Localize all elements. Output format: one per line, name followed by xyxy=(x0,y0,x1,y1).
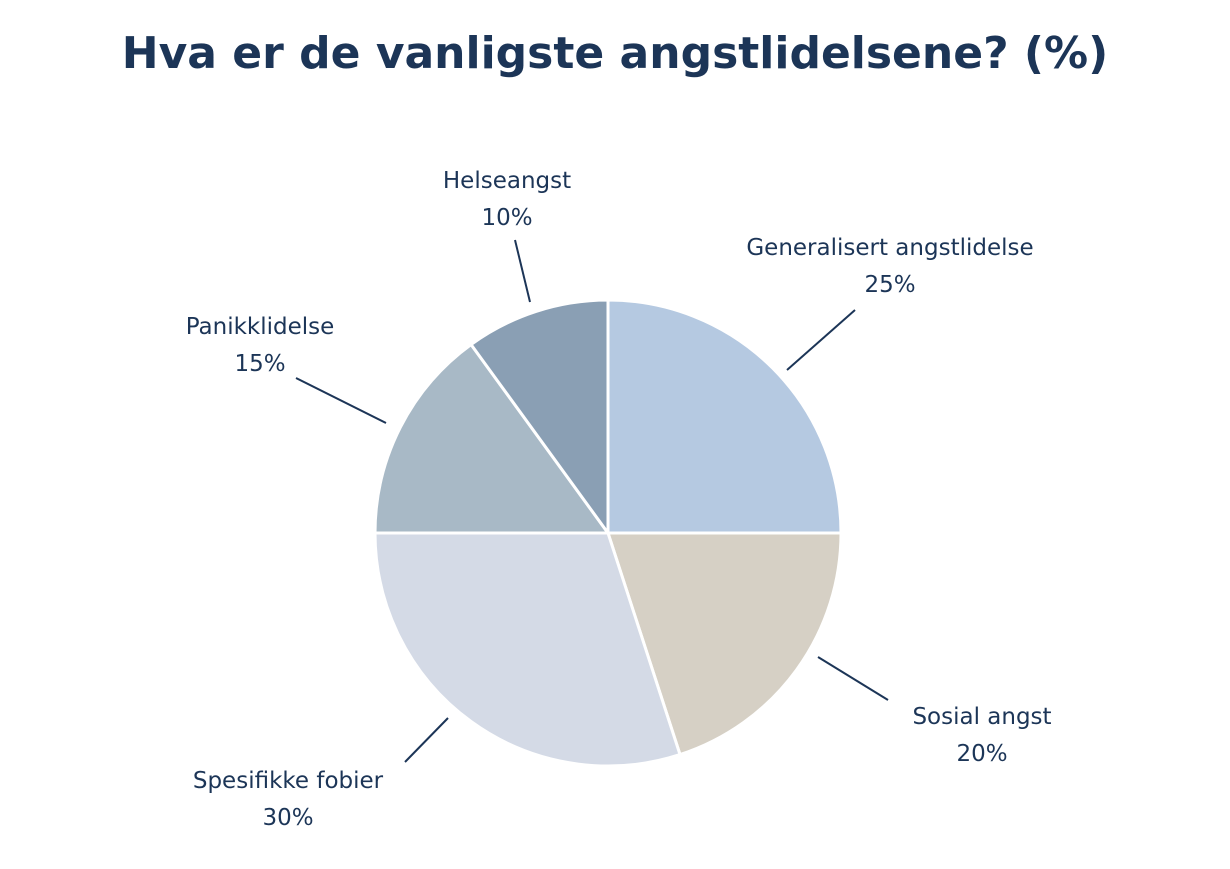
leader-line-sosial-angst xyxy=(817,656,889,701)
slice-label-helseangst: Helseangst xyxy=(443,168,571,194)
pie-slice-panikklidelse xyxy=(373,342,611,535)
slice-value-panikklidelse: 15% xyxy=(234,351,285,377)
slice-value-spesifikke-fobier: 30% xyxy=(262,805,313,831)
slice-label-sosial-angst: Sosial angst xyxy=(912,704,1051,730)
slice-value-sosial-angst: 20% xyxy=(956,741,1007,767)
pie-slice-helseangst xyxy=(468,298,610,538)
pie-slice-sosial-angst xyxy=(605,531,843,757)
chart-title: Hva er de vanligste angstlidelsene? (%) xyxy=(121,28,1109,79)
leader-line-helseangst xyxy=(514,239,531,303)
leader-line-panikklidelse xyxy=(295,377,387,424)
leader-line-generalisert-angstlidelse xyxy=(786,309,856,371)
leader-line-spesifikke-fobier xyxy=(404,717,449,763)
slice-label-spesifikke-fobier: Spesifikke fobier xyxy=(193,768,384,794)
slice-value-helseangst: 10% xyxy=(481,205,532,231)
slice-label-panikklidelse: Panikklidelse xyxy=(186,314,335,340)
slice-label-generalisert-angstlidelse: Generalisert angstlidelse xyxy=(746,235,1033,261)
pie-slice-generalisert-angstlidelse xyxy=(606,298,843,535)
pie-slice-spesifikke-fobier xyxy=(373,531,682,768)
slice-value-generalisert-angstlidelse: 25% xyxy=(864,272,915,298)
